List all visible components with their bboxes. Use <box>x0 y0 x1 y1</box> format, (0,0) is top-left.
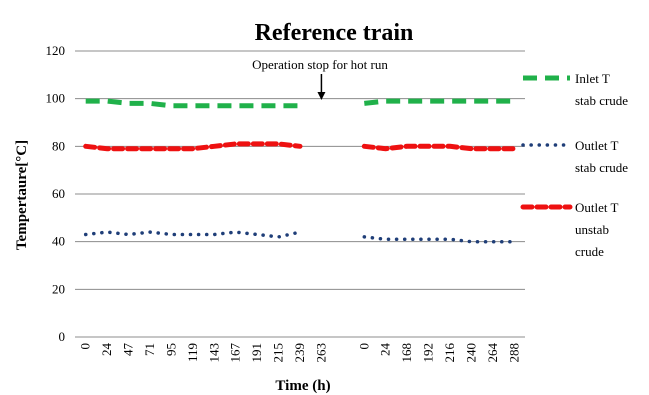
x-tick-label: 71 <box>142 343 157 356</box>
x-tick-label: 215 <box>271 343 286 363</box>
x-tick-label: 143 <box>206 343 221 363</box>
annotation-arrow-head <box>317 92 326 100</box>
x-tick-label: 47 <box>121 343 136 357</box>
x-tick-label: 239 <box>292 343 307 363</box>
x-tick-label: 264 <box>485 343 500 363</box>
series-2-line-segment-1 <box>361 143 517 152</box>
legend-label: unstab <box>575 222 609 237</box>
legend-label: crude <box>575 244 604 259</box>
grid-lines <box>75 50 525 338</box>
series-1-line-segment-1 <box>362 235 517 244</box>
series-1-line-segment-0 <box>83 230 302 239</box>
legend-label: stab crude <box>575 93 628 108</box>
y-tick-label: 0 <box>59 329 66 344</box>
series-lines <box>83 98 517 244</box>
x-tick-label: 95 <box>163 343 178 356</box>
x-tick-label: 167 <box>228 343 243 363</box>
y-tick-label: 60 <box>52 186 65 201</box>
x-tick-label: 216 <box>442 343 457 363</box>
y-axis: 0 20 40 60 80 100 120 <box>46 43 66 344</box>
x-tick-label: 24 <box>99 343 114 357</box>
x-tick-label: 192 <box>421 343 436 363</box>
legend-label: Outlet T <box>575 200 619 215</box>
series-0-line-segment-0 <box>85 98 300 109</box>
series-0-line-segment-1 <box>364 98 515 106</box>
x-tick-label: 0 <box>78 343 93 350</box>
y-axis-label: Tempertaure[°C] <box>14 140 30 250</box>
legend-label: stab crude <box>575 160 628 175</box>
x-tick-label: 263 <box>313 343 328 363</box>
x-tick-label: 24 <box>378 343 393 357</box>
x-tick-label: 240 <box>463 343 478 363</box>
y-tick-label: 80 <box>52 138 65 153</box>
y-tick-label: 40 <box>52 234 65 249</box>
y-tick-label: 100 <box>46 91 66 106</box>
x-axis-label: Time (h) <box>275 378 330 394</box>
legend-label: Inlet T <box>575 71 610 86</box>
x-tick-label: 119 <box>185 343 200 362</box>
legend-label: Outlet T <box>575 138 619 153</box>
annotation-text: Operation stop for hot run <box>252 57 388 72</box>
series-2-line-segment-0 <box>83 141 303 152</box>
x-tick-label: 288 <box>506 343 521 363</box>
x-tick-label: 191 <box>249 343 264 363</box>
y-tick-label: 120 <box>46 43 66 58</box>
annotation: Operation stop for hot run <box>252 57 388 100</box>
x-axis: 0 24 47 71 95 119 143 167 191 215 239 263 0 24 168 192 2… <box>78 343 522 363</box>
x-tick-label: 0 <box>356 343 371 350</box>
legend: Inlet T stab crude Outlet T stab crude Outle… <box>520 71 628 259</box>
x-tick-label: 168 <box>399 343 414 363</box>
y-tick-label: 20 <box>52 281 65 296</box>
chart-title: Reference train <box>255 20 414 46</box>
